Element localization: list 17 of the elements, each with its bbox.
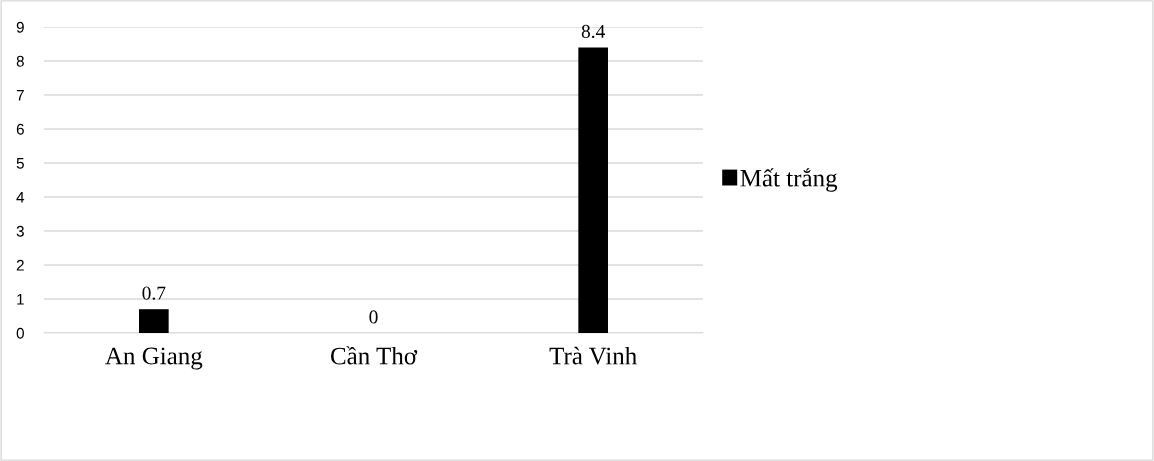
y-tick-label: 6 bbox=[16, 123, 24, 135]
y-tick-label: 4 bbox=[16, 192, 25, 203]
data-label: 0.7 bbox=[142, 286, 166, 300]
y-tick-label: 2 bbox=[16, 259, 24, 271]
data-label: 8.4 bbox=[581, 24, 606, 38]
y-tick-label: 5 bbox=[16, 158, 24, 169]
x-tick-label: An Giang bbox=[105, 347, 203, 370]
y-tick-label: 8 bbox=[16, 55, 24, 67]
x-tick-label: Trà Vinh bbox=[549, 346, 637, 365]
x-tick-label: Cần Thơ bbox=[330, 346, 418, 365]
y-tick-label: 7 bbox=[16, 90, 24, 101]
legend-label: Mất trắng bbox=[740, 168, 838, 192]
data-label: 0 bbox=[369, 310, 378, 324]
y-tick-label: 1 bbox=[17, 294, 24, 305]
y-tick-label: 3 bbox=[16, 225, 24, 237]
y-tick-label: 9 bbox=[16, 21, 24, 33]
y-tick-label: 0 bbox=[16, 327, 24, 339]
